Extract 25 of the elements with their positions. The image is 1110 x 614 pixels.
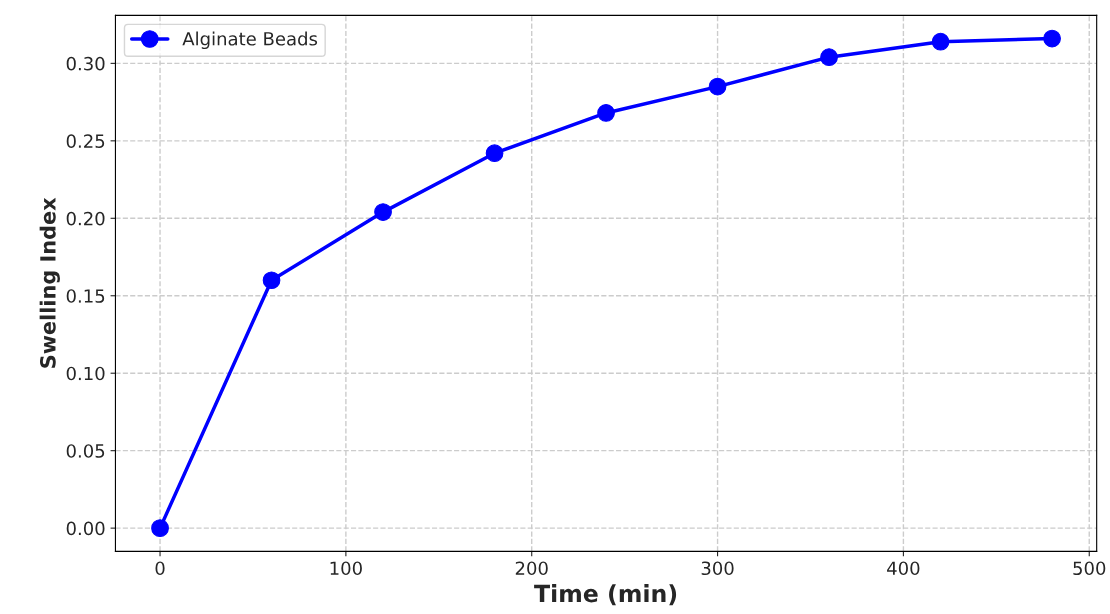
y-tick-label: 0.05 — [66, 444, 105, 458]
x-axis-title: Time (min) — [534, 584, 677, 606]
y-tick-label: 0.15 — [66, 289, 105, 303]
y-tick-label: 0.00 — [66, 521, 105, 536]
y-tick-label: 0.20 — [66, 211, 105, 226]
x-tick-label: 0 — [155, 561, 165, 576]
point — [151, 519, 169, 537]
point — [1043, 29, 1061, 48]
legend-label: Alginate Beads — [182, 31, 318, 50]
x-tick-label: 500 — [1073, 561, 1106, 576]
x-tick-label: 100 — [330, 561, 362, 576]
point — [708, 77, 727, 96]
point — [931, 32, 950, 51]
point — [374, 203, 392, 221]
point — [262, 271, 281, 290]
x-tick-label: 300 — [701, 561, 734, 576]
y-axis-title: Swelling Index — [39, 197, 60, 368]
point — [820, 48, 838, 67]
y-tick-label: 0.10 — [66, 366, 105, 381]
point — [597, 104, 615, 122]
x-tick-label: 200 — [515, 561, 548, 576]
point — [485, 144, 504, 163]
x-tick-label: 400 — [887, 561, 920, 576]
y-tick-label: 0.25 — [66, 134, 105, 148]
y-tick-label: 0.30 — [66, 56, 105, 71]
